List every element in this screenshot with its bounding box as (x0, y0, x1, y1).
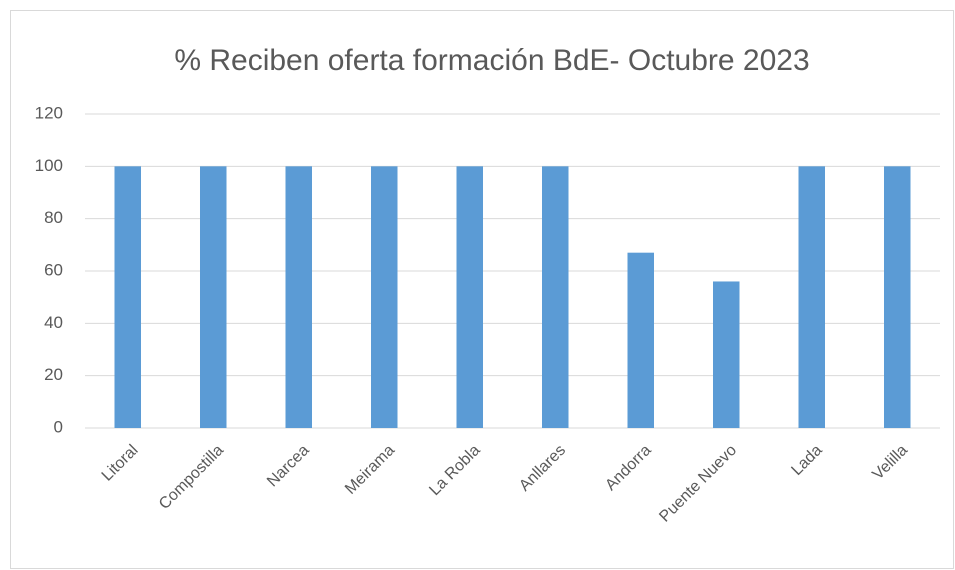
bar (285, 166, 313, 429)
bar (541, 166, 569, 429)
y-tick-label: 100 (35, 156, 63, 175)
y-tick-label: 80 (44, 208, 63, 227)
bar (114, 166, 142, 429)
y-tick-label: 120 (35, 103, 63, 122)
y-tick-label: 20 (44, 365, 63, 384)
bar (627, 252, 655, 428)
bar (883, 166, 911, 429)
bar (798, 166, 826, 429)
bar (712, 281, 740, 428)
y-tick-label: 0 (54, 417, 63, 436)
chart-title: % Reciben oferta formación BdE- Octubre … (174, 44, 809, 77)
y-tick-label: 60 (44, 260, 63, 279)
bar (456, 166, 484, 429)
y-tick-label: 40 (44, 313, 63, 332)
bar (199, 166, 227, 429)
bar (370, 166, 398, 429)
